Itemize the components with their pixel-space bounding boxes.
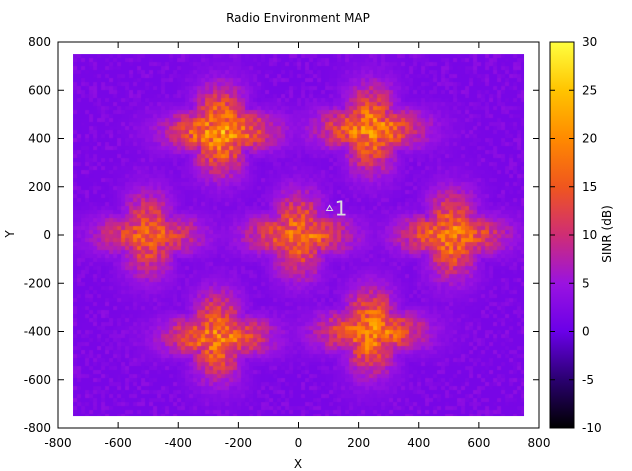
x-tick-label: -200 [225,436,252,450]
heatmap-layer [73,54,525,417]
y-tick-label: 600 [28,83,51,97]
x-tick-label: -800 [44,436,71,450]
x-tick-label: 400 [407,436,430,450]
colorbar-tick-label: 10 [582,228,597,242]
y-tick-label: 200 [28,180,51,194]
y-axis-label: Y [3,230,17,239]
heatmap-image [73,54,525,417]
x-axis: -800 -600 -400 -200 0 200 400 600 800 [44,42,550,450]
annotation-layer: 1 [325,196,348,220]
y-tick-label: -200 [24,276,51,290]
colorbar-tick-label: 15 [582,180,597,194]
chart-title: Radio Environment MAP [226,11,370,25]
y-tick-label: 0 [43,228,51,242]
x-axis-label: X [294,457,302,471]
colorbar-tick-label: 25 [582,83,597,97]
y-tick-label: 400 [28,132,51,146]
colorbar-ticks: -10 -5 0 5 10 15 20 25 30 [550,35,602,435]
x-tick-label: -600 [105,436,132,450]
x-tick-label: -400 [165,436,192,450]
y-axis: -800 -600 -400 -200 0 200 400 600 800 [24,35,539,435]
x-tick-label: 200 [347,436,370,450]
y-tick-label: -400 [24,325,51,339]
colorbar-tick-label: 30 [582,35,597,49]
y-tick-label: -800 [24,421,51,435]
colorbar-tick-label: 0 [582,325,590,339]
colorbar-tick-label: -5 [582,373,594,387]
colorbar-label: SINR (dB) [600,205,614,263]
colorbar-tick-label: 5 [582,276,590,290]
x-tick-label: 600 [467,436,490,450]
colorbar-tick-label: 20 [582,132,597,146]
colorbar-tick-label: -10 [582,421,602,435]
y-tick-label: -600 [24,373,51,387]
x-tick-label: 0 [295,436,303,450]
y-tick-label: 800 [28,35,51,49]
x-tick-label: 800 [528,436,551,450]
annotation-marker [325,204,334,211]
annotation-label: 1 [335,196,348,220]
